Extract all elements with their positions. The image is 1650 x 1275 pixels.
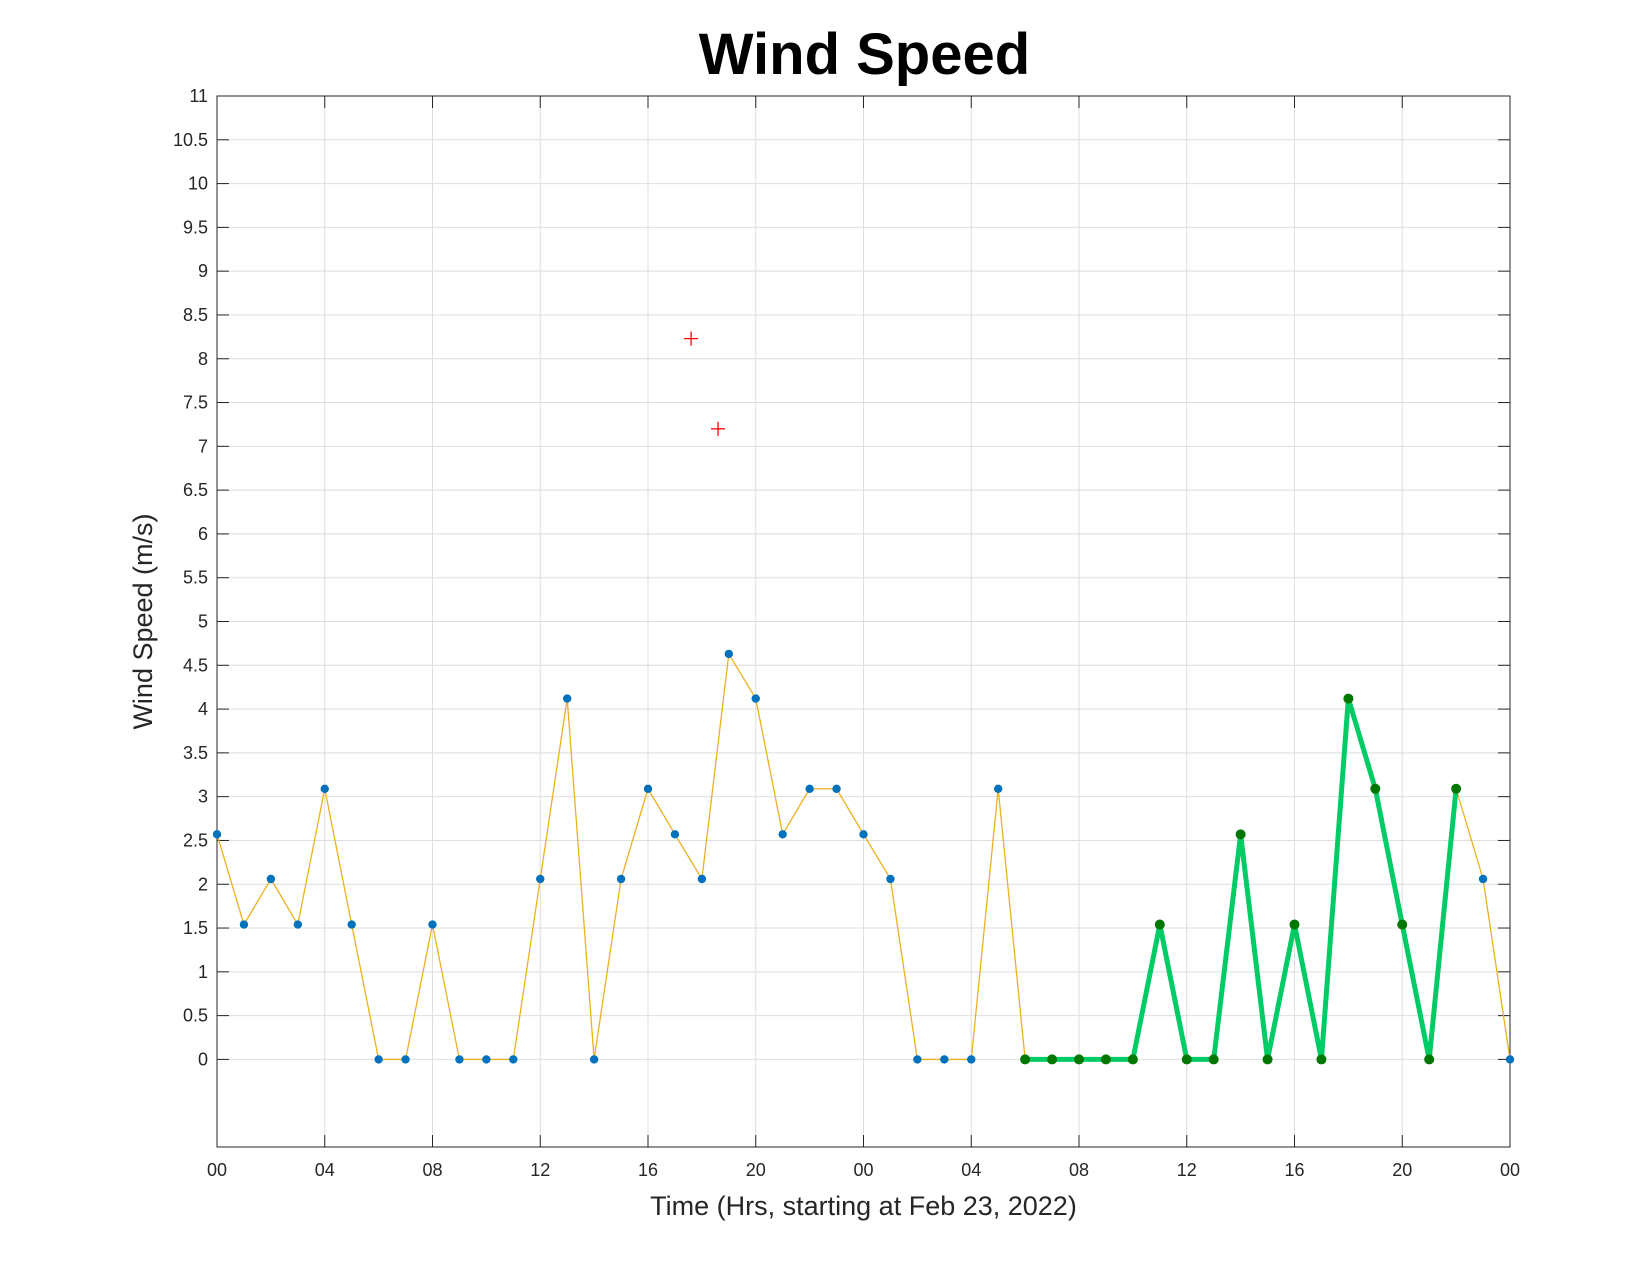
- highlighted-data-point: [1424, 1054, 1435, 1065]
- observed-data-point: [670, 830, 680, 839]
- highlighted-data-point: [1316, 1054, 1327, 1065]
- observed-data-point: [293, 920, 303, 929]
- y-tick-label: 2: [198, 874, 208, 894]
- observed-data-point: [562, 694, 572, 703]
- observed-data-point: [347, 920, 356, 929]
- y-tick-label: 9: [198, 261, 208, 281]
- outlier-plus-marker: [711, 421, 726, 436]
- observed-data-point: [401, 1055, 410, 1064]
- x-axis-label: Time (Hrs, starting at Feb 23, 2022): [650, 1191, 1077, 1221]
- outlier-plus-marker: [684, 331, 699, 346]
- highlighted-data-point: [1451, 783, 1462, 794]
- observed-data-point: [1478, 874, 1488, 884]
- observed-data-point: [616, 874, 626, 884]
- observed-data-point: [940, 1055, 949, 1064]
- highlighted-data-point: [1154, 919, 1165, 930]
- observed-data-point: [724, 649, 734, 659]
- highlighted-data-point: [1289, 919, 1300, 930]
- y-tick-label: 3: [198, 787, 208, 807]
- y-tick-label: 0: [198, 1049, 208, 1069]
- y-tick-label: 4: [198, 699, 208, 719]
- observed-data-point: [643, 784, 653, 793]
- x-tick-label: 00: [1500, 1160, 1520, 1180]
- y-tick-label: 1.5: [183, 918, 208, 938]
- x-tick-label: 20: [1392, 1160, 1412, 1180]
- y-tick-label: 8.5: [183, 305, 208, 325]
- highlighted-data-point: [1208, 1054, 1219, 1065]
- highlighted-data-point: [1047, 1054, 1058, 1065]
- highlighted-data-point: [1181, 1054, 1192, 1065]
- highlighted-data-point: [1343, 693, 1354, 704]
- observed-data-point: [859, 830, 868, 839]
- chart-title: Wind Speed: [699, 22, 1030, 87]
- highlighted-data-point: [1235, 829, 1246, 840]
- y-tick-label: 8: [198, 349, 208, 369]
- observed-data-point: [536, 874, 545, 884]
- x-tick-label: 08: [422, 1160, 442, 1180]
- observed-data-point: [967, 1055, 976, 1064]
- observed-data-point: [1505, 1055, 1515, 1064]
- axis-ticks: 0 0.5 1 1.5 2 2.5 3 3.5 4 4.5 5 5.5 6 6.5 7 7.5 8 8.5 9 9.5…: [173, 86, 1520, 1180]
- highlighted-data-point: [1100, 1054, 1111, 1065]
- highlighted-data-point: [1074, 1054, 1084, 1065]
- observed-data-point: [239, 920, 249, 929]
- x-tick-label: 16: [638, 1160, 658, 1180]
- y-tick-label: 3.5: [183, 743, 208, 763]
- y-tick-label: 10.5: [173, 130, 208, 150]
- x-tick-label: 12: [1177, 1160, 1197, 1180]
- x-tick-label: 16: [1284, 1160, 1304, 1180]
- observed-data-point: [778, 830, 787, 839]
- y-tick-label: 7: [198, 436, 208, 456]
- highlighted-data-point: [1397, 919, 1408, 930]
- y-tick-label: 0.5: [183, 1006, 208, 1026]
- y-axis-label: Wind Speed (m/s): [128, 513, 158, 729]
- y-tick-label: 4.5: [183, 655, 208, 675]
- observed-data-point: [751, 694, 760, 703]
- observed-data-point: [212, 830, 222, 839]
- y-tick-label: 1: [198, 962, 208, 982]
- observed-data-point: [886, 874, 895, 884]
- observed-data-point: [509, 1055, 518, 1064]
- x-tick-label: 04: [315, 1160, 335, 1180]
- y-tick-label: 10: [188, 174, 208, 194]
- highlighted-data-point: [1262, 1054, 1273, 1065]
- x-tick-label: 12: [530, 1160, 550, 1180]
- data-series: [212, 331, 1515, 1065]
- y-tick-label: 5.5: [183, 568, 208, 588]
- observed-data-point: [832, 784, 841, 793]
- y-tick-label: 2.5: [183, 830, 208, 850]
- observed-data-point: [993, 784, 1003, 793]
- highlighted-data-point: [1020, 1054, 1031, 1065]
- x-tick-label: 20: [746, 1160, 766, 1180]
- observed-data-point: [805, 784, 814, 793]
- observed-data-point: [374, 1055, 383, 1064]
- x-tick-label: 08: [1069, 1160, 1089, 1180]
- observed-data-point: [266, 874, 276, 884]
- y-tick-label: 7.5: [183, 393, 208, 413]
- observed-data-point: [320, 784, 329, 793]
- observed-data-point: [428, 920, 437, 929]
- y-tick-label: 5: [198, 612, 208, 632]
- highlighted-data-point: [1370, 783, 1381, 794]
- observed-data-point: [589, 1055, 599, 1064]
- y-tick-label: 6.5: [183, 480, 208, 500]
- x-tick-label: 00: [207, 1160, 227, 1180]
- observed-data-point: [482, 1055, 491, 1064]
- y-tick-label: 6: [198, 524, 208, 544]
- x-tick-label: 00: [853, 1160, 873, 1180]
- observed-data-point: [913, 1055, 922, 1064]
- y-tick-label: 11: [189, 86, 208, 106]
- y-tick-label: 9.5: [183, 217, 208, 237]
- x-tick-label: 04: [961, 1160, 981, 1180]
- highlighted-data-point: [1127, 1054, 1138, 1065]
- observed-data-point: [455, 1055, 464, 1064]
- observed-data-point: [697, 874, 707, 884]
